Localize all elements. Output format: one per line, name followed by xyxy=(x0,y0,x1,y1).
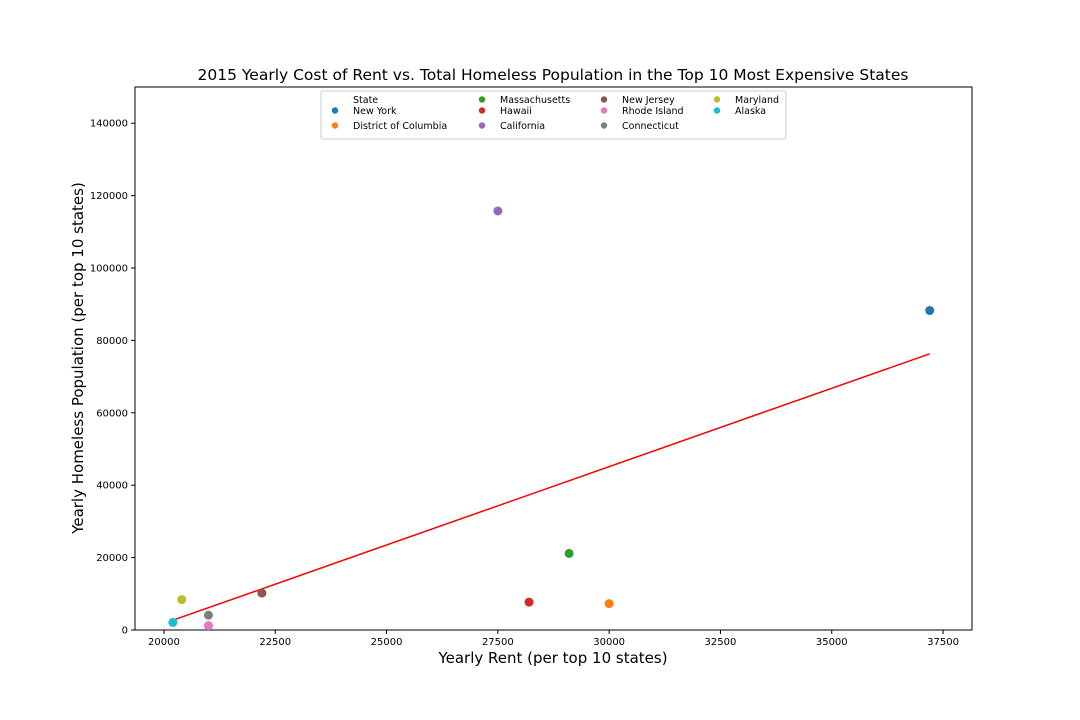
legend-marker-hawaii xyxy=(478,107,486,114)
legend-marker-new-jersey xyxy=(600,96,608,103)
point-rhode-island xyxy=(203,621,213,631)
point-alaska xyxy=(168,617,178,627)
x-tick-label: 37500 xyxy=(927,637,959,648)
y-tick-label: 100000 xyxy=(90,264,128,275)
legend-frame xyxy=(320,90,787,140)
legend-label-new-york: New York xyxy=(353,106,397,117)
legend-marker-alaska xyxy=(713,107,721,114)
x-axis-label: Yearly Rent (per top 10 states) xyxy=(437,649,667,667)
point-connecticut xyxy=(203,610,213,620)
x-tick-label: 22500 xyxy=(259,637,291,648)
legend-marker-california xyxy=(478,122,486,129)
y-axis-label: Yearly Homeless Population (per top 10 s… xyxy=(69,182,87,535)
legend-marker-maryland xyxy=(713,96,721,103)
x-tick-label: 27500 xyxy=(482,637,514,648)
legend-marker-connecticut xyxy=(600,122,608,129)
legend-label-new-jersey: New Jersey xyxy=(622,95,675,106)
plot-frame xyxy=(134,86,973,631)
y-axis-ticks: 0 20000 40000 60000 80000 100000 120000 140000 xyxy=(90,119,135,637)
chart-title: 2015 Yearly Cost of Rent vs. Total Homel… xyxy=(198,66,909,84)
legend-marker-massachusetts xyxy=(478,96,486,103)
series-layer xyxy=(168,206,935,631)
x-tick-label: 30000 xyxy=(593,637,625,648)
x-tick-label: 25000 xyxy=(371,637,403,648)
regression-line xyxy=(172,353,930,621)
y-tick-label: 80000 xyxy=(96,336,128,347)
legend-title: State xyxy=(353,95,378,106)
point-new-york xyxy=(925,306,935,316)
x-axis-ticks: 20000 22500 25000 27500 30000 32500 35000 37500 xyxy=(148,630,959,648)
y-tick-label: 120000 xyxy=(90,191,128,202)
legend-items: New York District of Columbia Massachusett… xyxy=(331,95,779,132)
point-california xyxy=(493,206,503,216)
legend-label-connecticut: Connecticut xyxy=(622,121,679,132)
x-tick-label: 32500 xyxy=(705,637,737,648)
point-new-jersey xyxy=(257,588,267,598)
point-massachusetts xyxy=(564,548,574,558)
x-tick-label: 35000 xyxy=(816,637,848,648)
y-tick-label: 20000 xyxy=(96,553,128,564)
legend-label-california: California xyxy=(500,121,545,132)
legend-label-district-of-columbia: District of Columbia xyxy=(353,121,447,132)
y-tick-label: 60000 xyxy=(96,408,128,419)
legend-label-hawaii: Hawaii xyxy=(500,106,532,117)
legend-label-rhode-island: Rhode Island xyxy=(622,106,684,117)
legend-marker-new-york xyxy=(331,107,339,114)
point-district-of-columbia xyxy=(604,599,614,609)
plot-area xyxy=(134,86,973,631)
legend: State New York District of Columbia Massac… xyxy=(320,90,787,140)
y-tick-label: 140000 xyxy=(90,119,128,130)
point-hawaii xyxy=(524,597,534,607)
y-tick-label: 40000 xyxy=(96,481,128,492)
point-maryland xyxy=(177,595,187,605)
legend-label-alaska: Alaska xyxy=(735,106,766,117)
legend-label-maryland: Maryland xyxy=(735,95,779,106)
legend-marker-rhode-island xyxy=(600,107,608,114)
legend-label-massachusetts: Massachusetts xyxy=(500,95,570,106)
y-tick-label: 0 xyxy=(122,626,128,637)
x-tick-label: 20000 xyxy=(148,637,180,648)
legend-marker-district-of-columbia xyxy=(331,122,339,129)
